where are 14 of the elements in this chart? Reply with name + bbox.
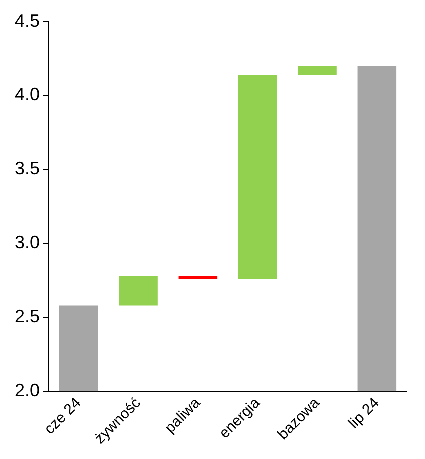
y-tick-label: 4.5 bbox=[14, 10, 40, 31]
x-tick-label: lip 24 bbox=[346, 394, 383, 432]
y-tick-label: 3.5 bbox=[14, 158, 40, 179]
bar bbox=[178, 276, 218, 280]
y-tick-label: 3.0 bbox=[14, 232, 40, 253]
y-tick-label: 4.0 bbox=[14, 84, 40, 105]
bar bbox=[358, 66, 397, 392]
y-tick-label: 2.0 bbox=[14, 380, 40, 401]
bar bbox=[59, 306, 98, 392]
bar bbox=[238, 75, 278, 280]
y-tick-label: 2.5 bbox=[14, 306, 40, 327]
bar bbox=[119, 276, 158, 306]
bar bbox=[298, 66, 337, 76]
x-tick-label: cze 24 bbox=[41, 394, 85, 438]
